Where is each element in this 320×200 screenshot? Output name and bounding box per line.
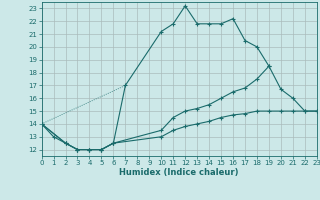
X-axis label: Humidex (Indice chaleur): Humidex (Indice chaleur)	[119, 168, 239, 177]
